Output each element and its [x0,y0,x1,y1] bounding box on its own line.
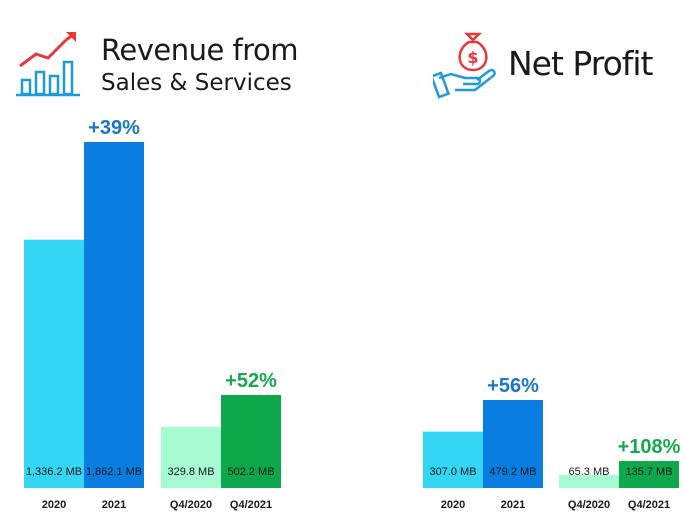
value-label: 502.2 MB [227,466,274,478]
value-label: 307.0 MB [429,466,476,478]
bar-2021 [483,400,543,488]
category-label: 2020 [42,499,66,511]
bar-q4-2020 [559,475,619,488]
revenue-panel: Revenue from Sales & Services 1,336.2 MB… [0,0,330,522]
bar-q4-2021 [221,395,281,488]
category-label: 2020 [441,499,465,511]
value-label: 329.8 MB [167,466,214,478]
value-label: 65.3 MB [569,466,610,478]
value-label: 479.2 MB [489,466,536,478]
change-label: +39% [88,117,140,139]
change-label: +52% [225,370,277,392]
category-label: Q4/2021 [230,499,272,511]
value-label: 1,336.2 MB [26,466,82,478]
bar-q4-2020 [161,426,221,488]
net-profit-title: Net Profit [508,44,653,83]
bar-2020 [24,239,84,488]
bar-2021 [84,142,144,488]
category-label: Q4/2020 [170,499,212,511]
category-label: Q4/2021 [628,499,670,511]
change-label: +108% [618,436,681,458]
svg-text:$: $ [467,48,478,67]
value-label: 135.7 MB [625,466,672,478]
change-label: +56% [487,375,539,397]
bar-q4-2021 [619,461,679,488]
bar-2020 [423,431,483,488]
revenue-chart: 1,336.2 MB 2020 1,862.1 MB 2021 +39% 329.8 MB… [24,117,281,511]
category-label: 2021 [501,499,525,511]
value-label: 1,862.1 MB [86,466,142,478]
money-bag-hand-icon: $ [433,32,496,99]
growth-chart-icon [16,32,80,97]
net-profit-panel: $ Net Profit 307.0 MB 2020 479.2 MB 2021 +56… [405,0,685,522]
revenue-title-line-1: Revenue from [101,33,299,67]
net-profit-chart: 307.0 MB 2020 479.2 MB 2021 +56% 65.3 MB Q4/20… [423,375,681,511]
revenue-title-line-2: Sales & Services [101,70,292,96]
category-label: Q4/2020 [568,499,610,511]
category-label: 2021 [102,499,126,511]
